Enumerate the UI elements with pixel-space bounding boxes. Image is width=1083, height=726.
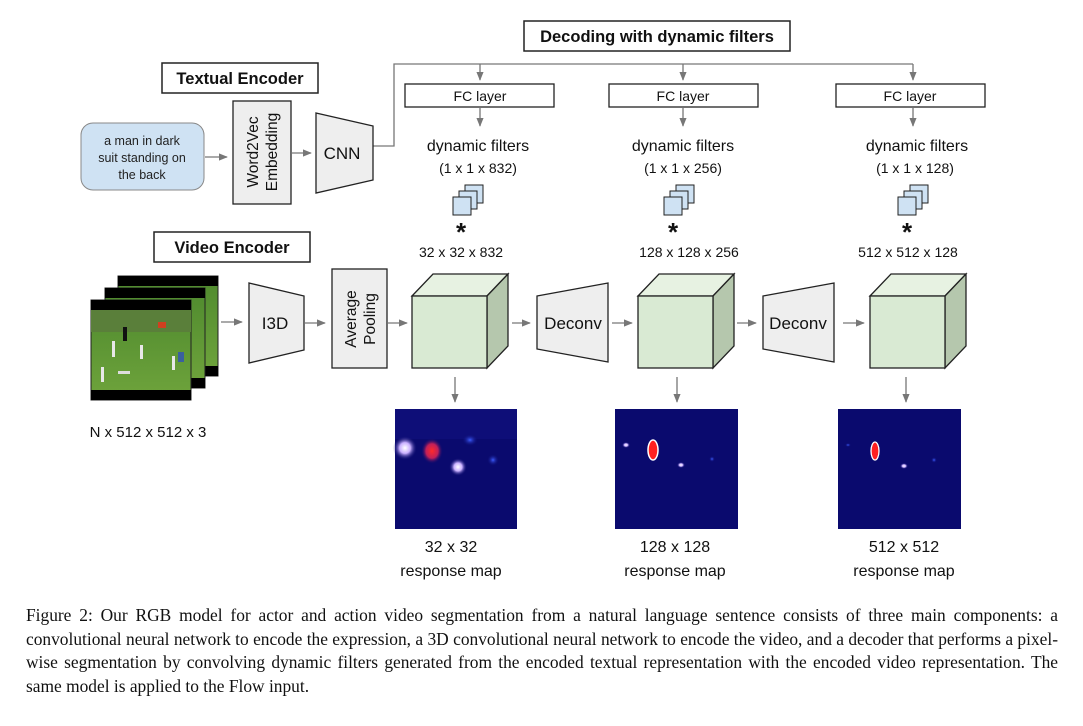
response-map-3 — [838, 409, 961, 529]
video-frames-stack — [90, 275, 219, 401]
figure-caption: Figure 2: Our RGB model for actor and ac… — [26, 604, 1058, 698]
video-encoder-title-box: Video Encoder — [153, 231, 311, 263]
video-encoder-title: Video Encoder — [174, 239, 290, 257]
deconv-block-1: Deconv — [536, 282, 609, 363]
fc-layer-2-label: FC layer — [657, 88, 710, 104]
filter-stack-icon-2 — [663, 184, 695, 216]
filter-routing-lines — [373, 63, 917, 147]
dynamic-filters-2-label: dynamic filters — [632, 138, 734, 155]
fc-layer-1 — [404, 83, 555, 108]
sentence-line-1: a man in dark — [104, 134, 180, 148]
map-size-3: 512 x 512 — [869, 539, 939, 556]
filter-stack-icon-3 — [897, 184, 929, 216]
dynamic-filters-1-size: (1 x 1 x 832) — [439, 160, 517, 176]
feature-cube-2 — [636, 272, 736, 370]
fc-layer-3 — [835, 83, 986, 108]
feature-cube-3 — [868, 272, 968, 370]
average-pooling-block: Average Pooling — [331, 268, 388, 369]
decoder-stage-2: FC layer dynamic filters (1 x 1 x 256) *… — [608, 83, 759, 580]
dynamic-filters-3-label: dynamic filters — [866, 138, 968, 155]
pooling-line-2: Pooling — [362, 293, 379, 345]
response-map-1 — [393, 409, 517, 529]
caption-text: Our RGB model for actor and action video… — [26, 605, 1058, 696]
deconv-2-label: Deconv — [769, 314, 827, 333]
caption-label: Figure 2: — [26, 605, 93, 625]
word2vec-embedding-block: Word2Vec Embedding — [232, 100, 292, 205]
dynamic-filters-3-size: (1 x 1 x 128) — [876, 160, 954, 176]
filter-stack-icon-1 — [452, 184, 484, 216]
pooling-line-1: Average — [343, 290, 360, 347]
feature-size-3: 512 x 512 x 128 — [858, 244, 958, 260]
dynamic-filters-1-label: dynamic filters — [427, 138, 529, 155]
fc-layer-3-label: FC layer — [884, 88, 937, 104]
cnn-block: CNN — [315, 112, 374, 194]
sentence-line-3: the back — [118, 168, 166, 182]
map-label-1: response map — [400, 563, 501, 580]
architecture-diagram: Decoding with dynamic filters Textual En… — [80, 20, 986, 580]
embedding-line-2: Embedding — [264, 113, 281, 191]
video-frame-front — [90, 299, 192, 401]
feature-size-2: 128 x 128 x 256 — [639, 244, 739, 260]
embedding-line-1: Word2Vec — [245, 116, 262, 187]
video-input-size: N x 512 x 512 x 3 — [90, 424, 207, 441]
fc-layer-1-label: FC layer — [454, 88, 507, 104]
decoder-title-box: Decoding with dynamic filters — [523, 20, 791, 52]
fc-layer-2 — [608, 83, 759, 108]
sentence-line-2: suit standing on — [98, 151, 186, 165]
decoder-stage-3: FC layer dynamic filters (1 x 1 x 128) *… — [835, 83, 986, 580]
convolution-op-1: * — [456, 217, 467, 247]
dynamic-filters-2-size: (1 x 1 x 256) — [644, 160, 722, 176]
convolution-op-2: * — [668, 217, 679, 247]
response-map-2 — [615, 409, 738, 529]
decoder-stage-1: FC layer dynamic filters (1 x 1 x 832) *… — [393, 83, 555, 580]
decoder-title: Decoding with dynamic filters — [540, 28, 774, 46]
feature-size-1: 32 x 32 x 832 — [419, 244, 503, 260]
deconv-block-2: Deconv — [762, 282, 835, 363]
i3d-block: I3D — [248, 282, 305, 364]
deconv-1-label: Deconv — [544, 314, 602, 333]
map-size-1: 32 x 32 — [425, 539, 478, 556]
textual-encoder-title: Textual Encoder — [176, 70, 304, 88]
i3d-label: I3D — [262, 314, 288, 333]
map-label-2: response map — [624, 563, 725, 580]
map-label-3: response map — [853, 563, 954, 580]
sentence-box: a man in dark suit standing on the back — [80, 122, 205, 191]
cnn-label: CNN — [324, 144, 361, 163]
feature-cube-1 — [410, 272, 510, 370]
map-size-2: 128 x 128 — [640, 539, 710, 556]
textual-encoder-title-box: Textual Encoder — [161, 62, 319, 94]
convolution-op-3: * — [902, 217, 913, 247]
